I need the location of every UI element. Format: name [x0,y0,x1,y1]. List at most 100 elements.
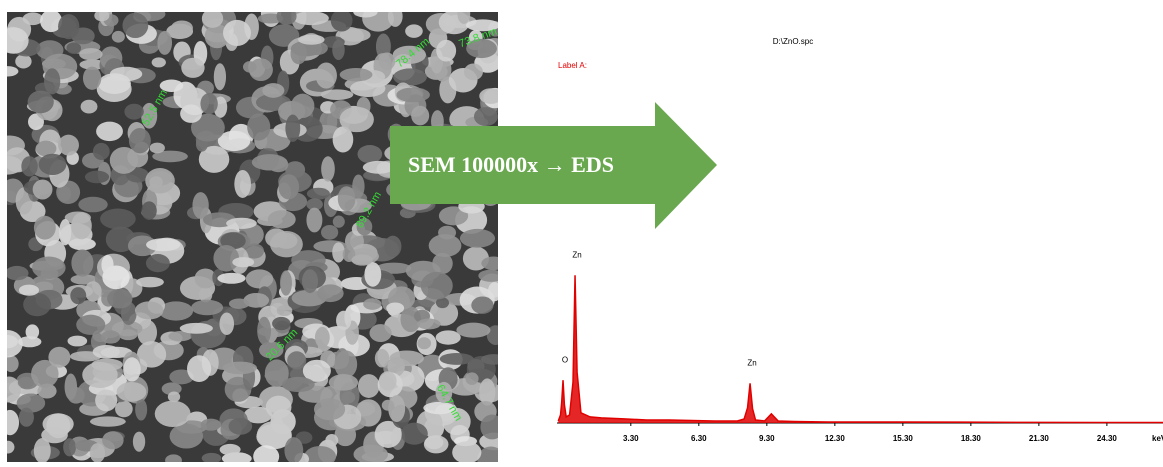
particle [384,236,401,258]
particle [71,213,92,240]
particle [277,8,297,25]
x-axis-label: keV [1152,434,1163,443]
page: 78.4 nm73.8 nm52.5 nm89.2 nm20.6 nm64.7 … [0,0,1163,462]
particle [275,233,298,249]
particle [28,91,54,114]
particle [93,143,110,160]
particle [76,315,105,335]
particle [136,277,164,288]
particle [252,154,288,170]
particle [357,145,382,163]
particle [78,197,107,212]
particle [363,161,395,174]
particle [336,311,351,331]
particle [39,154,67,175]
particle [191,300,223,315]
particle [334,350,357,378]
particle [90,443,105,462]
particle [424,435,449,453]
particle [262,83,284,98]
particle [481,354,507,364]
x-tick-label: 9.30 [759,434,775,443]
particle [298,34,324,44]
particle [315,327,330,348]
particle [438,226,456,240]
particle [332,40,344,60]
particle [110,147,138,174]
particle [460,229,495,248]
particle [382,400,395,411]
particle [411,106,429,126]
particle [70,287,86,304]
particle [379,371,397,390]
particle [220,444,241,455]
particle [102,431,124,449]
particle [249,58,273,81]
particle [229,418,253,435]
particle [171,20,193,35]
particle [257,317,271,345]
particle [58,135,79,156]
particle [96,122,123,141]
particle [23,293,51,316]
particle [325,434,338,446]
particle [122,13,148,38]
particle [81,100,98,114]
particle [82,362,117,388]
peak-label: Zn [572,250,581,259]
x-tick-label: 18.30 [961,434,982,443]
particle [63,438,76,456]
particle [137,341,166,368]
particle [33,180,53,200]
particle [0,27,29,53]
particle [471,297,493,314]
particle [18,377,34,389]
particle [478,270,503,282]
spectrum-fill [558,275,1163,423]
particle [293,11,329,25]
particle [107,289,132,309]
particle [386,303,404,314]
particle [307,188,330,200]
particle [34,216,56,240]
particle [101,330,121,343]
particle [48,347,70,368]
x-tick-label: 6.30 [691,434,707,443]
particle [150,143,165,154]
particle [290,43,306,65]
particle [351,254,372,265]
particle [417,337,431,349]
particle [456,323,490,338]
particle [146,238,180,251]
particle [155,401,191,427]
particle [232,257,254,267]
particle [93,345,120,359]
particle [145,168,175,194]
peak-label: Zn [747,358,756,367]
particle [115,401,133,418]
particle [474,107,498,126]
x-tick-label: 21.30 [1029,434,1050,443]
spectrum [558,275,1163,422]
particle [278,174,299,199]
particle [331,10,353,32]
chart-title: D:\ZnO.spc [773,37,813,46]
particle [436,330,461,344]
particle [358,374,380,398]
particle [321,89,354,100]
particle [266,396,292,419]
particle [287,351,306,369]
particle [265,371,288,381]
particle [213,245,239,272]
particle [338,186,356,211]
particle [464,64,483,81]
particle [317,284,344,302]
particle [192,192,208,219]
particle [135,399,147,421]
particle [333,216,345,228]
particle [19,285,39,296]
particle [202,9,223,28]
x-tick-label: 24.30 [1097,434,1118,443]
particle [181,58,204,78]
particle [152,57,166,67]
